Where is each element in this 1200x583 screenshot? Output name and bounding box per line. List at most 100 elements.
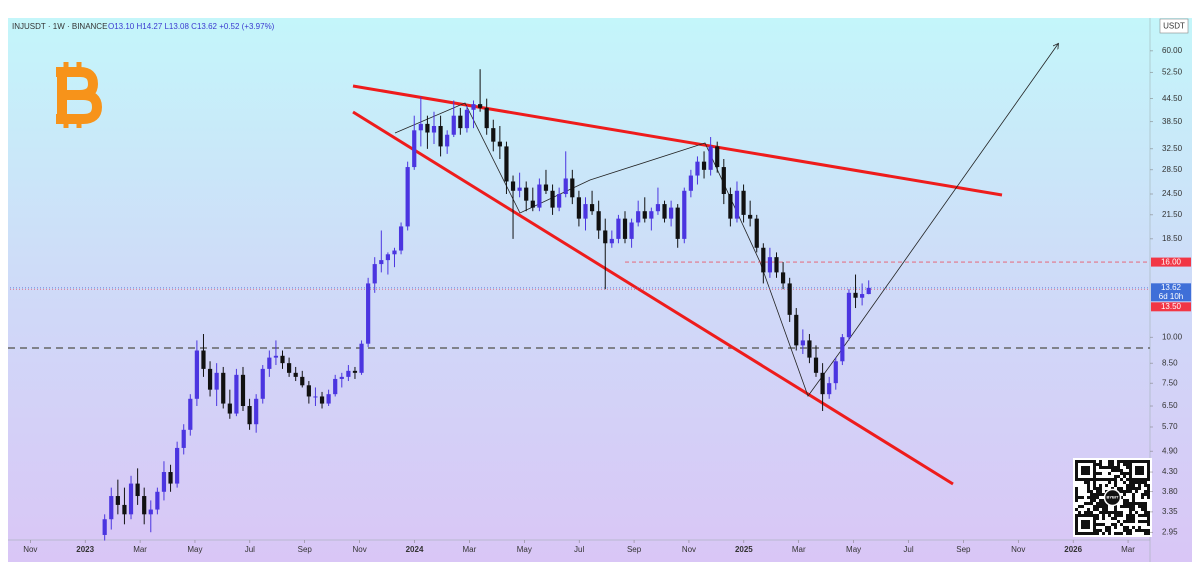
qr-cell <box>1117 460 1120 463</box>
candle-body <box>306 385 311 397</box>
qr-cell <box>1126 472 1129 475</box>
candle-body <box>629 222 634 239</box>
qr-cell <box>1147 466 1150 469</box>
candle-body <box>708 146 713 170</box>
qr-cell <box>1078 460 1081 463</box>
candle-body <box>418 123 423 131</box>
qr-cell <box>1114 469 1117 472</box>
qr-cell <box>1132 517 1135 520</box>
qr-cell <box>1126 529 1129 532</box>
qr-cell <box>1138 460 1141 463</box>
qr-cell <box>1135 460 1138 463</box>
qr-cell <box>1105 505 1108 508</box>
qr-cell <box>1129 463 1132 466</box>
symbol-label: INJUSDT · 1W · BINANCE <box>12 22 107 31</box>
candle-body <box>827 383 832 395</box>
qr-cell <box>1096 523 1099 526</box>
qr-cell <box>1138 484 1141 487</box>
qr-cell <box>1114 514 1117 517</box>
qr-cell <box>1141 466 1144 469</box>
qr-cell <box>1129 469 1132 472</box>
qr-cell <box>1105 484 1108 487</box>
candle-body <box>181 429 186 448</box>
qr-cell <box>1147 490 1150 493</box>
qr-cell <box>1087 508 1090 511</box>
qr-cell <box>1123 520 1126 523</box>
qr-cell <box>1108 463 1111 466</box>
candle-body <box>662 204 667 219</box>
qr-cell <box>1132 514 1135 517</box>
qr-cell <box>1144 460 1147 463</box>
x-tick-label: 2025 <box>735 545 753 554</box>
qr-cell <box>1075 523 1078 526</box>
candle-body <box>339 376 344 379</box>
qr-cell <box>1102 508 1105 511</box>
wave-path <box>394 102 841 397</box>
qr-cell <box>1138 487 1141 490</box>
qr-cell <box>1102 466 1105 469</box>
qr-cell <box>1108 526 1111 529</box>
qr-cell <box>1084 472 1087 475</box>
qr-cell <box>1108 478 1111 481</box>
y-tick-label: 18.50 <box>1162 234 1183 243</box>
candle-body <box>188 398 193 430</box>
qr-cell <box>1147 529 1150 532</box>
qr-cell <box>1075 490 1078 493</box>
x-tick-label: Jul <box>574 545 584 554</box>
candle-body <box>550 190 555 208</box>
qr-cell <box>1132 520 1135 523</box>
qr-cell <box>1090 496 1093 499</box>
x-tick-label: Jul <box>903 545 913 554</box>
candle-body <box>464 109 470 129</box>
qr-cell <box>1105 478 1108 481</box>
y-tick-label: 3.35 <box>1162 507 1178 516</box>
qr-cell <box>1126 487 1129 490</box>
qr-cell <box>1099 472 1102 475</box>
qr-cell <box>1114 484 1117 487</box>
qr-cell <box>1141 496 1144 499</box>
qr-cell <box>1120 490 1123 493</box>
qr-cell <box>1144 529 1147 532</box>
qr-cell <box>1102 523 1105 526</box>
qr-cell <box>1129 505 1132 508</box>
qr-cell <box>1126 532 1129 535</box>
qr-cell <box>1096 490 1099 493</box>
qr-cell <box>1147 493 1150 496</box>
qr-cell <box>1144 508 1147 511</box>
candle-body <box>846 292 852 338</box>
x-tick-label: 2023 <box>76 545 94 554</box>
qr-center <box>1103 488 1122 507</box>
candle-body <box>596 211 601 231</box>
qr-cell <box>1141 502 1144 505</box>
qr-cell <box>1138 478 1141 481</box>
qr-cell <box>1126 499 1129 502</box>
candle-body <box>563 178 568 195</box>
qr-cell <box>1129 472 1132 475</box>
candle-body <box>254 398 259 425</box>
qr-cell <box>1126 526 1129 529</box>
candle-body <box>840 337 845 362</box>
qr-cell <box>1108 532 1111 535</box>
qr-cell <box>1123 490 1126 493</box>
y-tick-label: 8.50 <box>1162 358 1178 367</box>
qr-cell <box>1099 484 1102 487</box>
qr-cell <box>1138 466 1141 469</box>
qr-cell <box>1093 514 1096 517</box>
candle-body <box>405 167 410 227</box>
qr-cell <box>1123 475 1126 478</box>
qr-cell <box>1120 532 1123 535</box>
x-tick-label: Mar <box>133 545 147 554</box>
qr-cell <box>1129 517 1132 520</box>
qr-cell <box>1120 523 1123 526</box>
candle-body <box>379 260 384 265</box>
candle-body <box>807 340 812 358</box>
candle-body <box>734 190 740 219</box>
qr-cell <box>1102 499 1105 502</box>
candle-body <box>833 361 838 384</box>
qr-cell <box>1135 529 1138 532</box>
qr-cell <box>1093 529 1096 532</box>
candle-body <box>372 264 377 284</box>
y-tick-label: 38.50 <box>1162 117 1183 126</box>
qr-cell <box>1132 499 1135 502</box>
